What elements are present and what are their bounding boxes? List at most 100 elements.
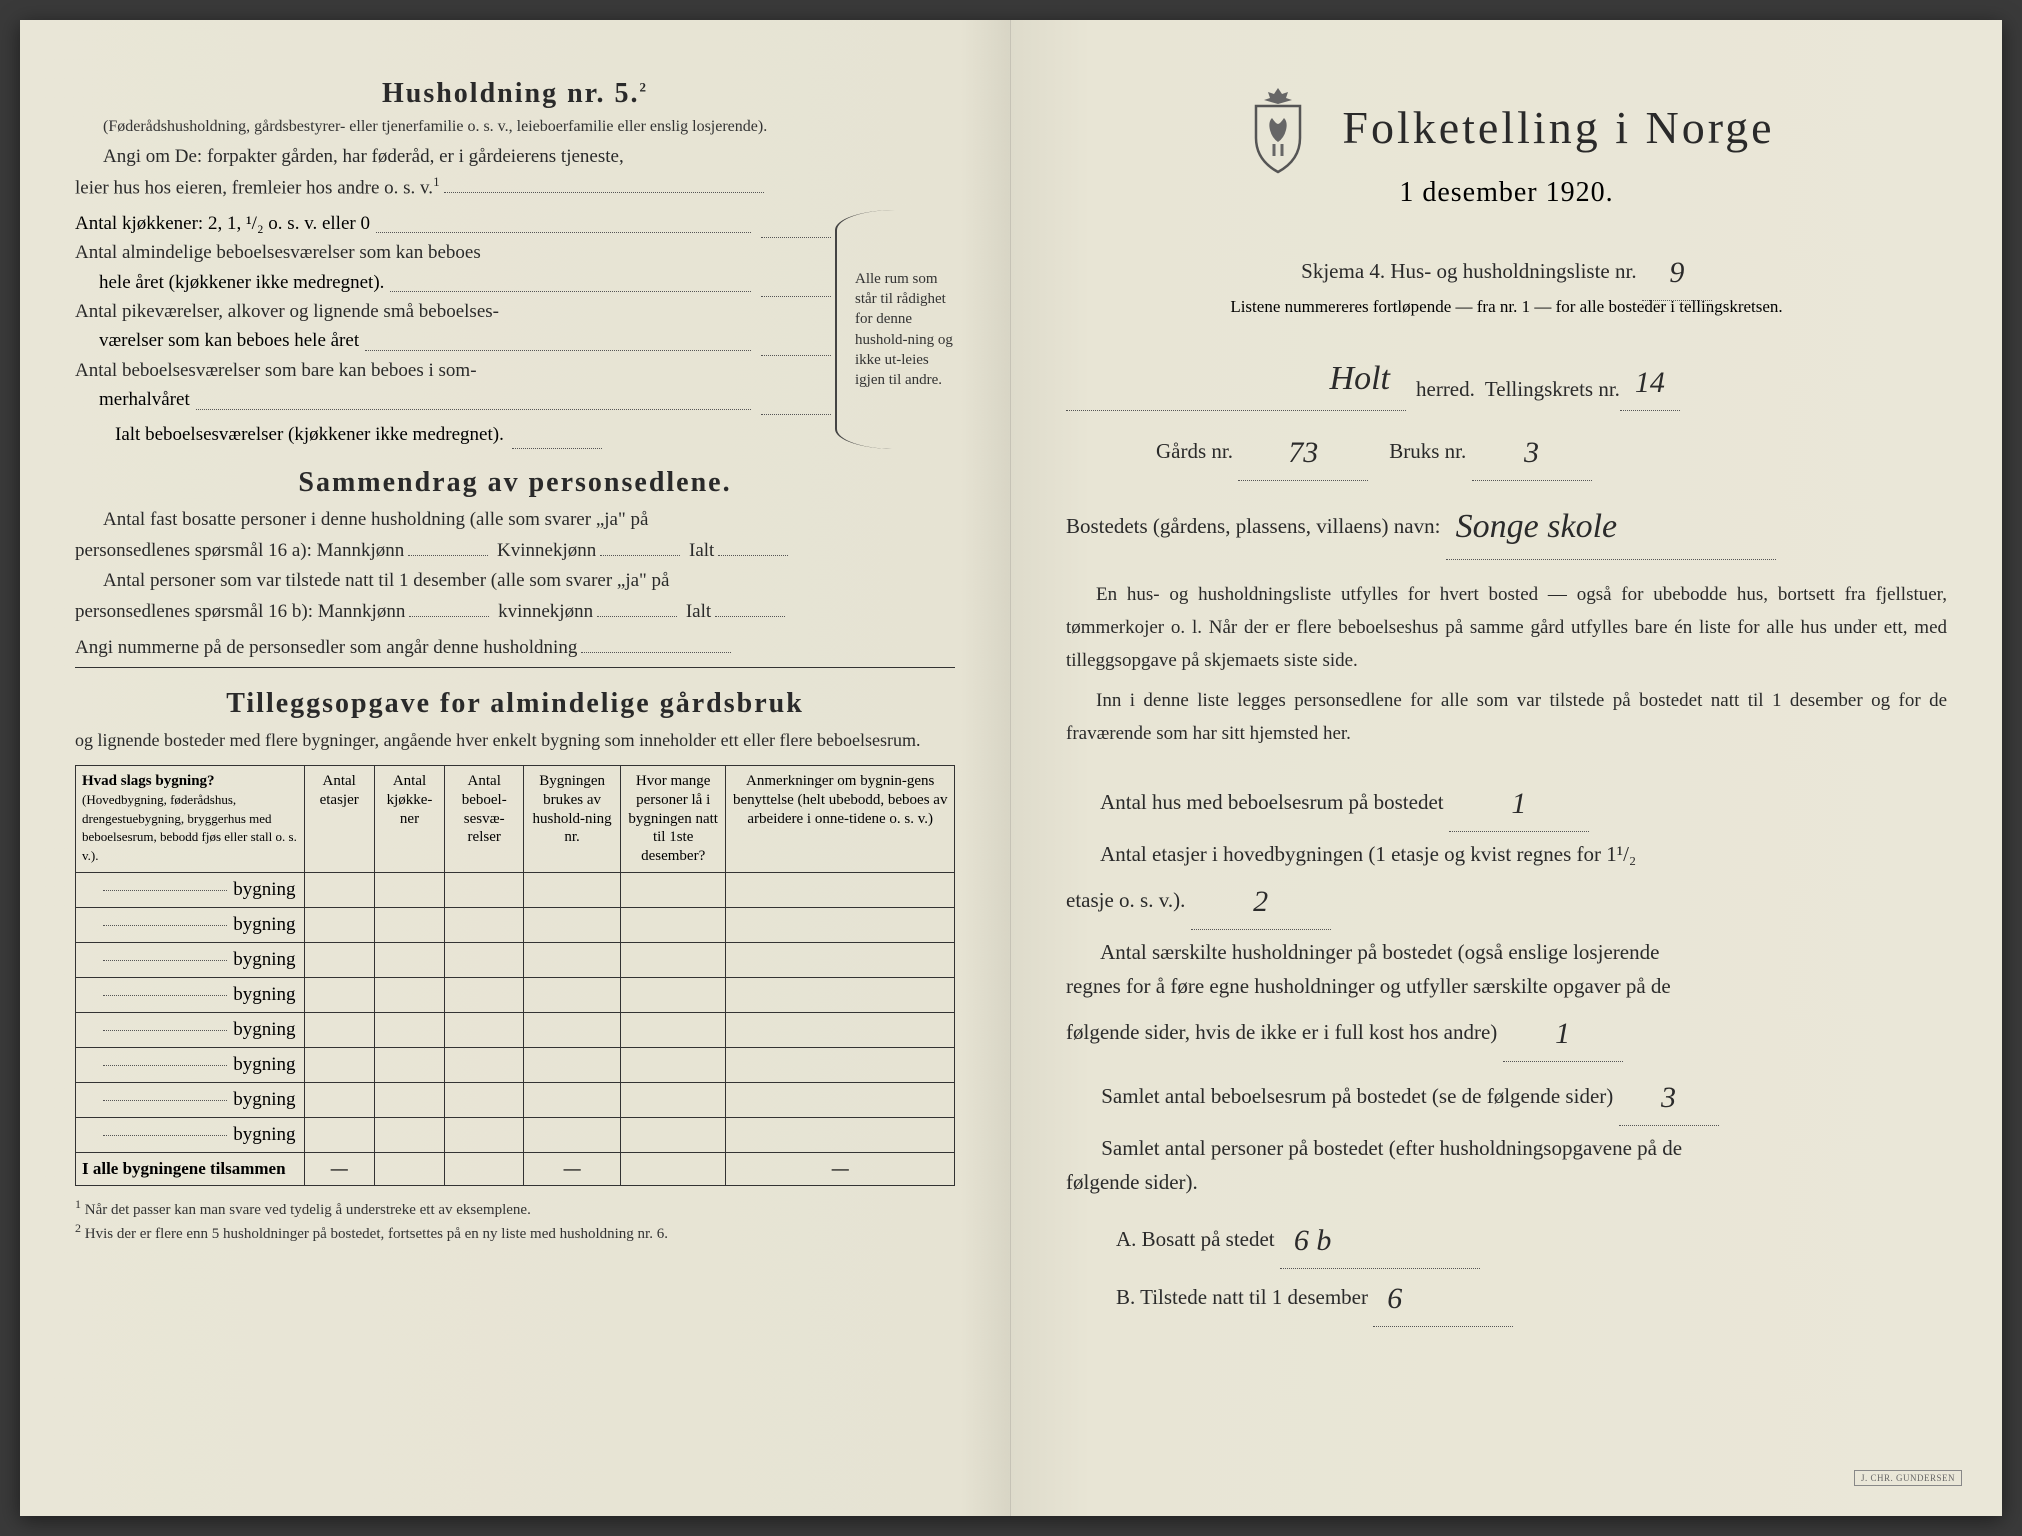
h5-note: (Føderådshusholdning, gårdsbestyrer- ell…: [75, 116, 955, 138]
listene: Listene nummereres fortløpende — fra nr.…: [1066, 297, 1947, 317]
q3a: Antal særskilte husholdninger på bostede…: [1100, 940, 1659, 964]
fn1-sup: 1: [75, 1197, 81, 1211]
summary-p2a: Antal personer som var tilstede natt til…: [75, 566, 955, 596]
blank: [597, 598, 677, 617]
fn1: Når det passer kan man svare ved tydelig…: [85, 1202, 531, 1218]
q4-val: 3: [1661, 1066, 1676, 1129]
th2: Antal etasjer: [304, 766, 374, 873]
para1-text: En hus- og husholdningsliste utfylles fo…: [1066, 584, 1947, 672]
rooms1b-row: hele året (kjøkkener ikke medregnet).: [75, 269, 835, 298]
q2b: etasje o. s. v.).: [1066, 888, 1185, 912]
bosted-field: Songe skole: [1446, 487, 1776, 559]
blank: [761, 396, 831, 415]
th4: Antal beboel-sesvæ-relser: [445, 766, 524, 873]
th1: Hvad slags bygning? (Hovedbygning, føder…: [76, 766, 305, 873]
h5-line1: Angi om De: forpakter gården, har føderå…: [75, 142, 955, 172]
herred-label: herred.: [1416, 367, 1475, 411]
q2-field: 2: [1191, 866, 1331, 930]
bygning-label: bygning: [233, 1054, 295, 1075]
qB-row: B. Tilstede natt til 1 desember 6: [1066, 1263, 1947, 1327]
table-row: bygning: [76, 872, 955, 907]
table-row: bygning: [76, 1047, 955, 1082]
skjema-row: Skjema 4. Hus- og husholdningsliste nr. …: [1066, 237, 1947, 301]
bygning-label: bygning: [233, 1019, 295, 1040]
blank: [761, 219, 831, 238]
kitchens-label: Antal kjøkkener: 2, 1, ¹/₂ o. s. v. elle…: [75, 210, 370, 239]
summary-p1b: personsedlenes spørsmål 16 a): Mannkjønn: [75, 540, 404, 561]
blank: [444, 174, 764, 193]
rooms2a: Antal pikeværelser, alkover og lignende …: [75, 297, 835, 327]
fn2-sup: 2: [75, 1221, 81, 1235]
summary-p2b: personsedlenes spørsmål 16 b): Mannkjønn: [75, 601, 405, 622]
q2-val: 2: [1253, 870, 1268, 933]
table-body: bygning bygning bygning bygning bygning …: [76, 872, 955, 1185]
subtitle: 1 desember 1920.: [1066, 177, 1947, 209]
th6: Hvor mange personer lå i bygningen natt …: [620, 766, 725, 873]
blank: [761, 337, 831, 356]
summary-title: Sammendrag av personsedlene.: [75, 467, 955, 499]
bosted-label: Bostedets (gårdens, plassens, villaens) …: [1066, 514, 1440, 538]
document-spread: Husholdning nr. 5.2 (Føderådshusholdning…: [20, 20, 2002, 1516]
th5: Bygningen brukes av hushold-ning nr.: [524, 766, 621, 873]
dots: [365, 350, 751, 351]
q4-label: Samlet antal beboelsesrum på bostedet (s…: [1101, 1084, 1613, 1108]
bygning-label: bygning: [233, 984, 295, 1005]
coat-of-arms-icon: [1238, 80, 1318, 175]
dash: —: [524, 1152, 621, 1185]
qB-field: 6: [1373, 1263, 1513, 1327]
krets-field: 14: [1620, 347, 1680, 411]
bosted-row: Bostedets (gårdens, plassens, villaens) …: [1066, 487, 1947, 559]
rooms-total-row: Ialt beboelsesværelser (kjøkkener ikke m…: [75, 421, 835, 450]
table-row: bygning: [76, 942, 955, 977]
bygning-label: bygning: [233, 1124, 295, 1145]
q3-val: 1: [1555, 1002, 1570, 1065]
rooms2b: værelser som kan beboes hele året: [75, 327, 359, 356]
summary-kvin2: kvinnekjønn: [498, 601, 593, 622]
rooms3b: merhalvåret: [75, 386, 190, 415]
qB-val: 6: [1387, 1267, 1402, 1330]
q1-row: Antal hus med beboelsesrum på bostedet 1: [1066, 768, 1947, 832]
q1-field: 1: [1449, 768, 1589, 832]
rooms1a: Antal almindelige beboelsesværelser som …: [75, 238, 835, 268]
h5-line2: leier hus hos eieren, fremleier hos andr…: [75, 177, 433, 198]
skjema-val: 9: [1642, 237, 1712, 301]
kitchens-row: Antal kjøkkener: 2, 1, ¹/₂ o. s. v. elle…: [75, 210, 835, 239]
summary-nummer: Angi nummerne på de personsedler som ang…: [75, 637, 577, 658]
bruks-val: 3: [1524, 421, 1539, 484]
right-page: Folketelling i Norge 1 desember 1920. Sk…: [1011, 20, 2002, 1516]
qA-field: 6 b: [1280, 1205, 1480, 1269]
q3c-row: følgende sider, hvis de ikke er i full k…: [1066, 998, 1947, 1062]
bruks-field: 3: [1472, 417, 1592, 481]
table-row: bygning: [76, 977, 955, 1012]
bosted-val: Songe skole: [1456, 491, 1617, 562]
dots: [390, 291, 751, 292]
h5-title-sup: 2: [640, 80, 649, 95]
krets-val: 14: [1635, 351, 1665, 414]
rooms3a: Antal beboelsesværelser som bare kan beb…: [75, 356, 835, 386]
dots: [376, 232, 751, 233]
table-row: bygning: [76, 907, 955, 942]
table-row: bygning: [76, 1117, 955, 1152]
bygning-label: bygning: [233, 949, 295, 970]
fn1-row: 1 Når det passer kan man svare ved tydel…: [75, 1196, 955, 1220]
herred-row: Holt herred. Tellingskrets nr. 14: [1066, 339, 1947, 411]
blank: [512, 430, 602, 449]
blank: [409, 598, 489, 617]
fn2: Hvis der er flere enn 5 husholdninger på…: [85, 1226, 668, 1242]
dash: —: [726, 1152, 955, 1185]
summary-nummer-row: Angi nummerne på de personsedler som ang…: [75, 633, 955, 668]
footnotes: 1 Når det passer kan man svare ved tydel…: [75, 1196, 955, 1245]
summary-p1a: Antal fast bosatte personer i denne hush…: [75, 505, 955, 535]
brace-left: Antal kjøkkener: 2, 1, ¹/₂ o. s. v. elle…: [75, 210, 835, 450]
herred-field: Holt: [1066, 339, 1406, 411]
th7: Anmerkninger om bygnin-gens benyttelse (…: [726, 766, 955, 873]
h5-line2-sup: 1: [433, 174, 440, 189]
table-row: bygning: [76, 1082, 955, 1117]
krets-label: Tellingskrets nr.: [1485, 367, 1620, 411]
gards-row: Gårds nr. 73 Bruks nr. 3: [1066, 417, 1947, 481]
q3c: følgende sider, hvis de ikke er i full k…: [1066, 1020, 1497, 1044]
h5-line2-row: leier hus hos eieren, fremleier hos andr…: [75, 172, 955, 204]
left-page: Husholdning nr. 5.2 (Føderådshusholdning…: [20, 20, 1011, 1516]
gards-label: Gårds nr.: [1156, 439, 1233, 463]
q1-val: 1: [1511, 772, 1526, 835]
